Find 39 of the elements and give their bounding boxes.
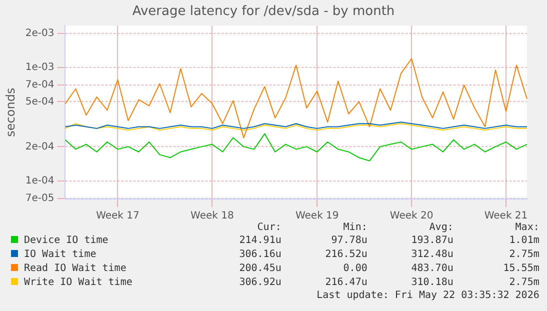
- y-tick-label: 1e-03: [25, 62, 54, 74]
- text: 200.45u: [238, 262, 282, 276]
- y-tick-label: 5e-04: [25, 96, 54, 108]
- text: 2.75m: [508, 276, 540, 290]
- y-tick-label: 7e-04: [25, 80, 54, 91]
- text: 306.16u: [238, 248, 282, 262]
- text: 216.47u: [324, 276, 368, 290]
- x-tick-label: Week 18: [190, 210, 234, 222]
- y-tick-label: 7e-05: [25, 192, 54, 204]
- text: 1.01m: [508, 234, 540, 248]
- y-axis-title: seconds: [3, 88, 18, 137]
- text: 312.48u: [410, 248, 454, 262]
- x-tick-label: Week 19: [295, 210, 339, 222]
- text: Min:: [342, 222, 368, 234]
- x-tick-label: Week 20: [390, 210, 434, 222]
- legend-label: IO Wait time: [24, 249, 96, 260]
- text: Avg:: [428, 222, 454, 234]
- legend-label: Write IO Wait time: [24, 277, 132, 288]
- text: 483.70u: [410, 262, 454, 276]
- text: 306.92u: [238, 276, 282, 290]
- legend-label: Device IO time: [24, 235, 108, 246]
- legend-label: Read IO Wait time: [24, 263, 126, 274]
- chart-title: Average latency for /dev/sda - by month: [132, 4, 395, 20]
- text: 2.75m: [508, 248, 540, 262]
- text: 15.55m: [502, 262, 540, 276]
- text: Max:: [514, 222, 540, 234]
- text: 310.18u: [410, 276, 454, 290]
- y-tick-label: 2e-03: [25, 28, 54, 40]
- y-tick-label: 2e-04: [25, 141, 54, 152]
- x-tick-label: Week 21: [484, 210, 528, 222]
- text: 97.78u: [330, 234, 368, 248]
- text: Last update: Fri May 22 03:35:32 2026: [316, 290, 540, 302]
- y-tick-label: 1e-04: [25, 175, 54, 186]
- x-tick-label: Week 17: [96, 210, 140, 222]
- text: Cur:: [256, 222, 282, 234]
- text: 0.00: [342, 262, 368, 276]
- text: 193.87u: [410, 234, 454, 248]
- text: 216.52u: [324, 248, 368, 262]
- text: 214.91u: [238, 234, 282, 248]
